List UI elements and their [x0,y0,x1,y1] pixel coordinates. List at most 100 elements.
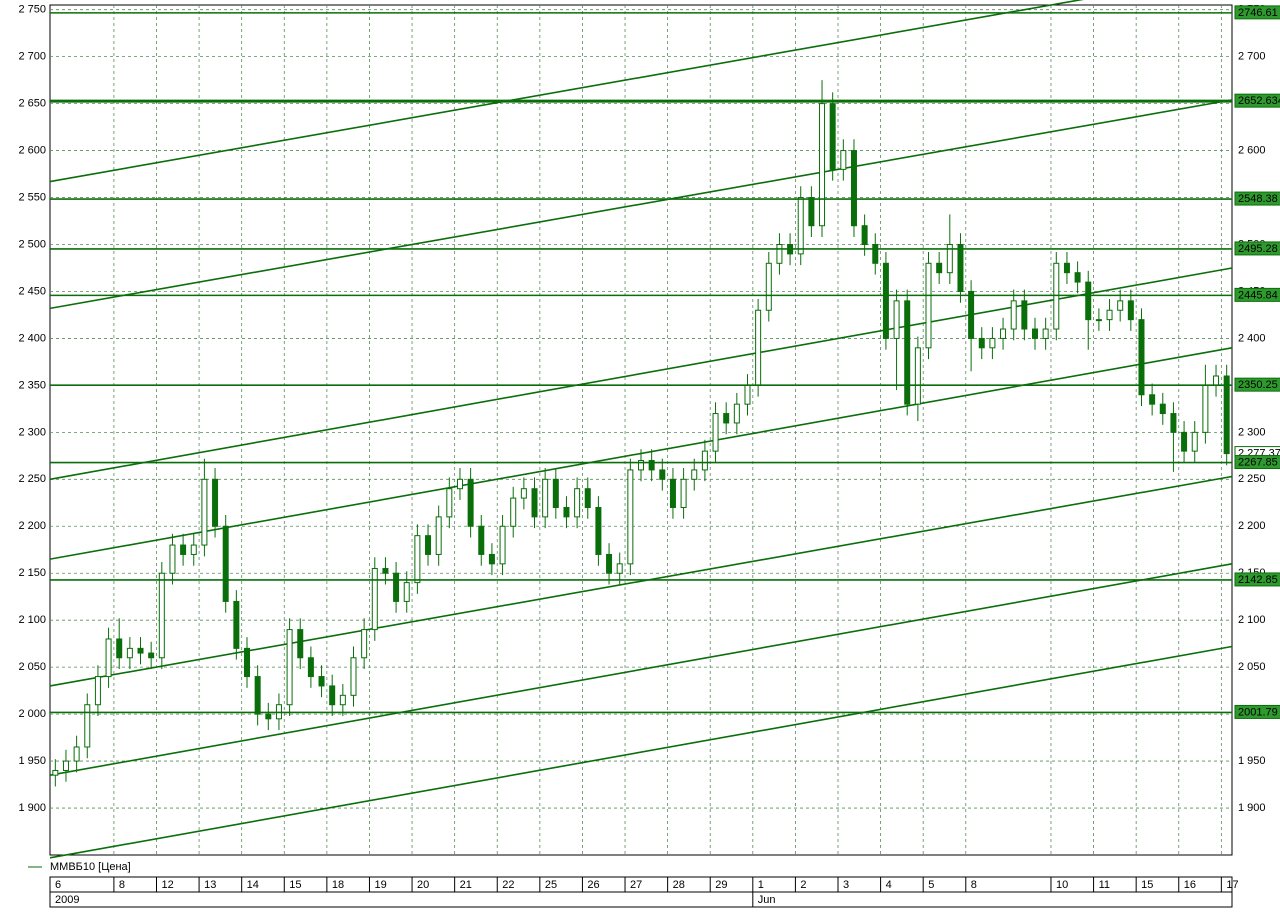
x-tick-label: 3 [843,879,849,891]
level-label: 2001.79 [1238,706,1278,718]
level-label: 2445.84 [1238,289,1278,301]
candle-body [435,516,442,555]
candle-body [574,488,581,518]
candle-body [286,629,293,706]
x-tick-label: 26 [587,879,599,891]
y2-tick-label: 2 300 [1238,426,1266,438]
candle-body [616,563,623,574]
candle-body [158,572,165,659]
candle-body [595,506,602,555]
candle-body [1106,309,1113,321]
candle-body [680,478,687,508]
trend-line [49,267,1233,481]
x-tick-label: 12 [161,879,173,891]
candle-body [552,478,559,508]
x-tick-label: 18 [332,879,344,891]
y-tick-label: 2 100 [18,614,46,626]
candle-body [212,478,219,527]
candle-body [1021,300,1028,330]
candle-body [946,244,953,274]
x-tick-label: 8 [971,879,977,891]
y2-tick-label: 2 400 [1238,332,1266,344]
candle-body [520,488,527,499]
x-tick-label: 22 [502,879,514,891]
candle-body [1085,281,1092,321]
x-tick-label: 20 [417,879,429,891]
level-box [1234,377,1280,392]
x-tick-label: 2 [800,879,806,891]
candle-body [744,384,751,405]
candle-body [254,676,261,715]
candle-body [190,544,197,555]
candle-body [499,525,506,565]
candle-body [307,657,314,678]
candle-body [414,535,421,584]
period-label: Jun [758,894,776,906]
y-tick-label: 1 950 [18,755,46,767]
candle-body [840,150,847,170]
candle-body [1117,300,1124,311]
candle-body [339,694,346,706]
candle-body [94,676,101,706]
candle-body [1010,300,1017,330]
trend-line [49,0,1084,183]
candle-body [648,460,655,471]
y-tick-label: 2 000 [18,708,46,720]
candle-body [723,413,730,424]
candle-body [329,685,336,706]
candle-body [1223,375,1230,455]
candle-body [1127,300,1134,321]
candle-body [936,262,943,274]
y-tick-label: 2 700 [18,51,46,63]
candle-body [1138,319,1145,396]
level-label: 2267.85 [1238,456,1278,468]
candle-body [957,244,964,292]
x-tick-label: 10 [1056,879,1068,891]
level-box [1234,241,1280,256]
y2-tick-label: 2 600 [1238,144,1266,156]
candle-body [371,568,378,631]
x-tick-label: 14 [247,879,259,891]
candle-body [265,713,272,720]
candle-body [361,629,368,659]
candle-body [446,488,453,518]
candle-body [904,300,911,405]
candle-body [488,553,495,565]
candle-body [1149,394,1156,405]
level-box [1234,572,1280,587]
y2-tick-label: 2 200 [1238,520,1266,532]
candle-body [1074,272,1081,283]
y2-tick-label: 2 250 [1238,473,1266,485]
candle-body [989,337,996,349]
candle-body [297,629,304,659]
level-box [1234,287,1280,302]
candle-body [1202,384,1209,433]
y-tick-label: 2 550 [18,191,46,203]
y-tick-label: 2 750 [18,4,46,16]
trend-line [49,645,1233,859]
candle-body [1032,328,1038,339]
candle-body [233,600,240,649]
candle-body [169,544,176,574]
level-box [1234,5,1280,20]
x-tick-label: 15 [1141,879,1153,891]
candle-body [52,769,59,776]
candle-body [850,150,857,227]
candle-body [978,337,985,349]
candle-body [137,647,144,654]
x-tick-label: 11 [1099,879,1110,891]
candle-body [1095,319,1102,322]
candle-body [765,262,772,311]
x-tick-label: 16 [1184,879,1196,891]
candle-body [659,469,666,480]
x-tick-label: 28 [673,879,685,891]
level-label: 2142.85 [1238,574,1278,586]
candle-body [819,103,826,227]
candle-body [456,478,463,490]
candle-body [350,657,357,696]
candle-body [1063,262,1070,274]
candle-body [425,535,432,555]
candle-body [638,460,644,471]
x-tick-label: 21 [460,879,472,891]
level-label: 2746.61 [1238,7,1278,19]
